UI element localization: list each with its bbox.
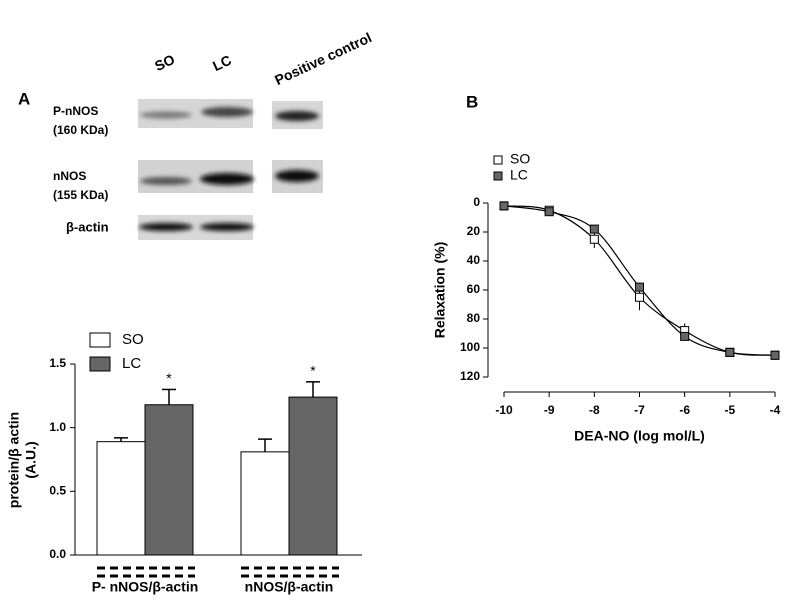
- lane-label: LC: [210, 52, 234, 74]
- bar: [96, 441, 146, 556]
- marker: [770, 350, 780, 360]
- annotation: *: [310, 363, 316, 379]
- y-tick-label: 20: [467, 224, 481, 238]
- x-tick-label: nNOS/β-actin: [245, 579, 334, 595]
- x-tick-label: -9: [544, 403, 555, 417]
- legend-label: LC: [122, 355, 141, 372]
- row-label: β-actin: [66, 219, 109, 234]
- legend-swatch: [89, 332, 111, 348]
- x-tick-label: -10: [495, 403, 513, 417]
- y-tick-label: 1.0: [49, 420, 66, 434]
- marker: [589, 224, 599, 234]
- panel-label: A: [18, 89, 30, 108]
- blot-image: [138, 99, 323, 240]
- bar: [240, 451, 290, 556]
- x-tick-label: -8: [589, 403, 600, 417]
- lane-label: SO: [152, 51, 177, 74]
- dash-rows: [97, 566, 339, 578]
- legend-swatch: [89, 356, 111, 372]
- marker: [635, 282, 644, 292]
- y-tick-label: 0.5: [49, 484, 66, 498]
- bar: [288, 396, 338, 556]
- legend-swatch: [493, 155, 503, 165]
- y-axis-label: protein/β actin: [6, 412, 22, 508]
- marker: [635, 292, 644, 302]
- y-tick-label: 60: [467, 282, 481, 296]
- y-tick-label: 40: [467, 253, 481, 267]
- bar: [144, 404, 194, 556]
- y-tick-label: 1.5: [49, 356, 66, 370]
- x-tick-label: -4: [770, 403, 781, 417]
- y-tick-label: 0: [473, 195, 480, 209]
- y-tick-label: 0.0: [49, 547, 66, 561]
- y-tick-label: 80: [467, 311, 481, 325]
- row-label: (160 KDa): [53, 123, 108, 137]
- row-label: P-nNOS: [53, 104, 98, 118]
- y-tick-label: 120: [460, 369, 480, 383]
- x-tick-label: -7: [634, 403, 645, 417]
- x-tick-label: P- nNOS/β-actin: [92, 579, 199, 595]
- legend-swatch: [493, 171, 503, 181]
- x-tick-label: -5: [724, 403, 735, 417]
- annotation: *: [166, 370, 172, 386]
- marker: [544, 207, 554, 217]
- legend-label: SO: [510, 151, 530, 167]
- y-axis-label: Relaxation (%): [432, 242, 448, 338]
- marker: [680, 331, 690, 341]
- legend-label: LC: [510, 167, 528, 183]
- legend-label: SO: [122, 331, 144, 348]
- x-tick-label: -6: [679, 403, 690, 417]
- marker: [589, 234, 599, 244]
- row-label: (155 KDa): [53, 188, 108, 202]
- y-axis-label: (A.U.): [23, 441, 39, 478]
- marker: [725, 347, 735, 357]
- panel-label: B: [466, 92, 478, 111]
- y-tick-label: 100: [460, 340, 480, 354]
- x-axis-label: DEA-NO (log mol/L): [574, 428, 705, 444]
- row-label: nNOS: [53, 169, 86, 183]
- marker: [499, 201, 509, 211]
